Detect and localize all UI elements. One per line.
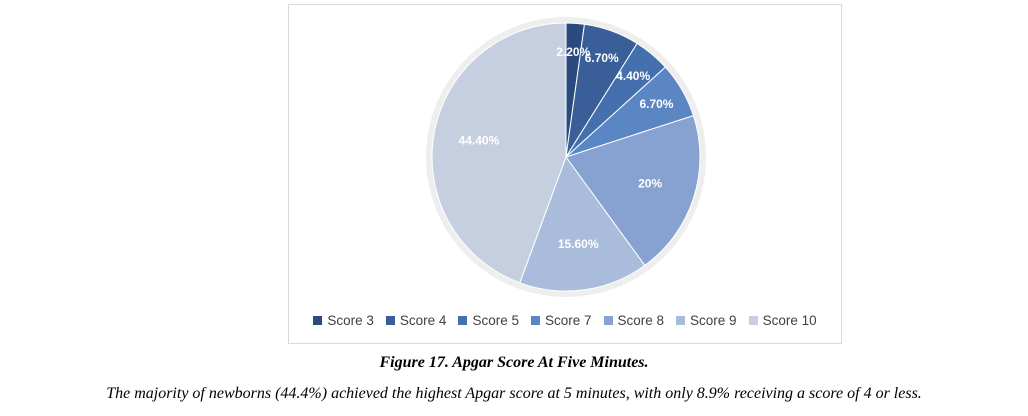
legend-item-score-3: Score 3 <box>313 313 374 328</box>
figure-caption: Figure 17. Apgar Score At Five Minutes. <box>379 354 649 371</box>
legend-swatch <box>313 316 323 325</box>
legend-label: Score 5 <box>472 313 519 328</box>
pie-chart: 2.20%6.70%4.40%6.70%20%15.60%44.40% <box>426 17 706 297</box>
legend-label: Score 8 <box>617 313 665 328</box>
legend-swatch <box>748 316 758 325</box>
legend-swatch <box>385 316 395 325</box>
figure-description: The majority of newborns (44.4%) achieve… <box>106 385 922 402</box>
data-label-score-5: 4.40% <box>616 69 650 83</box>
legend-item-score-10: Score 10 <box>748 313 817 328</box>
data-label-score-4: 6.70% <box>585 51 619 65</box>
chart-frame: 2.20% 6.70% 4.40% 6.70% 20% 15.60% 44.40% Scor… <box>288 4 842 344</box>
legend-label: Score 9 <box>690 313 737 328</box>
pie-slice-score-9 <box>519 155 646 292</box>
legend-swatch <box>530 316 540 325</box>
legend-label: Score 3 <box>327 313 374 328</box>
legend-swatch <box>603 316 613 325</box>
legend-label: Score 7 <box>544 313 592 328</box>
legend-item-score-4: Score 4 <box>385 313 447 328</box>
legend-label: Score 10 <box>762 313 817 328</box>
data-label-score-8: 20% <box>638 177 662 191</box>
chart-legend: Score 3 Score 4 Score 5 Score 7 Score 8 Score… <box>289 313 841 328</box>
data-label-score-7: 6.70% <box>639 97 673 111</box>
data-label-score-10: 44.40% <box>459 134 500 148</box>
data-label-score-3: 2.20% <box>556 45 590 59</box>
legend-swatch <box>676 316 686 325</box>
pie-slice-score-10 <box>431 22 567 284</box>
legend-label: Score 4 <box>399 313 447 328</box>
legend-item-score-9: Score 9 <box>676 313 737 328</box>
legend-swatch <box>458 316 468 325</box>
legend-item-score-8: Score 8 <box>603 313 665 328</box>
data-label-score-9: 15.60% <box>558 237 599 251</box>
pie-slice-score-8 <box>565 114 701 267</box>
legend-item-score-5: Score 5 <box>458 313 519 328</box>
legend-item-score-7: Score 7 <box>530 313 592 328</box>
